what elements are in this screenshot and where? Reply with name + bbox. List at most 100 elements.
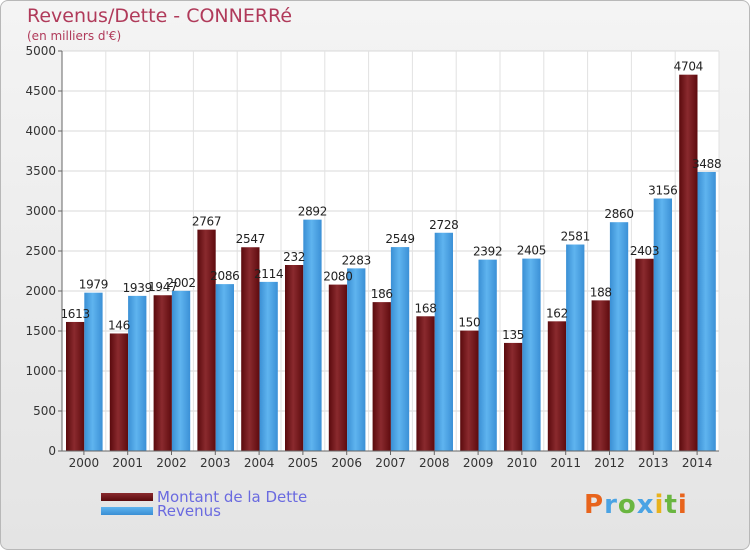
data-label-revenue: 1979	[79, 278, 108, 292]
x-tick-label: 2014	[682, 456, 713, 470]
legend-label-debt: Montant de la Dette	[157, 488, 308, 506]
data-label-debt: 186	[371, 287, 393, 301]
logo-letter: P	[584, 490, 605, 520]
data-label-debt: 2547	[236, 232, 265, 246]
x-tick-label: 2010	[507, 456, 538, 470]
x-tick-label: 2013	[638, 456, 669, 470]
data-label-revenue: 2114	[254, 267, 283, 281]
y-tick-label: 1500	[25, 324, 56, 338]
bar-debt	[285, 265, 304, 451]
data-label-debt: 2080	[323, 270, 352, 284]
legend-label-revenue: Revenus	[157, 502, 221, 520]
bar-debt	[460, 330, 479, 451]
data-label-revenue: 2581	[561, 230, 590, 244]
data-label-revenue: 2283	[342, 253, 371, 267]
y-tick-label: 4500	[25, 84, 56, 98]
data-label-debt: 1947	[148, 280, 177, 294]
bar-debt	[66, 321, 85, 451]
x-tick-label: 2000	[69, 456, 100, 470]
bar-revenue	[566, 244, 585, 451]
logo-letter: x	[636, 490, 655, 520]
bar-revenue	[259, 281, 278, 451]
bar-revenue	[697, 171, 716, 451]
x-tick-label: 2012	[594, 456, 625, 470]
bar-revenue	[653, 198, 672, 451]
x-tick-label: 2006	[331, 456, 362, 470]
data-label-debt: 2767	[192, 215, 221, 229]
data-label-revenue: 3488	[692, 157, 721, 171]
bar-revenue	[609, 222, 629, 451]
data-label-revenue: 1939	[123, 281, 152, 295]
x-tick-label: 2007	[375, 456, 406, 470]
bar-debt	[153, 295, 172, 451]
bar-revenue	[128, 295, 147, 451]
y-tick-label: 2000	[25, 284, 56, 298]
data-label-debt: 188	[590, 285, 612, 299]
legend-swatch-debt	[101, 493, 153, 501]
data-label-revenue: 2405	[517, 244, 546, 258]
data-label-revenue: 2086	[210, 269, 239, 283]
bar-revenue	[215, 284, 234, 451]
data-label-revenue: 2728	[429, 218, 458, 232]
bar-debt	[416, 316, 435, 451]
data-label-debt: 146	[108, 318, 130, 332]
data-label-debt: 150	[458, 316, 480, 330]
data-label-debt: 1613	[60, 307, 89, 321]
data-label-debt: 4704	[674, 60, 703, 74]
bar-revenue	[390, 247, 410, 451]
data-label-debt: 135	[502, 328, 524, 342]
bar-debt	[591, 300, 610, 451]
bar-revenue	[171, 290, 191, 451]
legend-swatch-revenue	[101, 507, 153, 515]
bar-debt	[328, 284, 348, 451]
data-label-revenue: 2002	[166, 276, 195, 290]
chart-title: Revenus/Dette - CONNERRé	[27, 5, 293, 27]
x-tick-label: 2011	[550, 456, 581, 470]
bar-debt	[109, 333, 129, 451]
bar-revenue	[303, 219, 322, 451]
x-tick-label: 2005	[288, 456, 319, 470]
logo-letter: t	[664, 490, 678, 520]
data-label-revenue: 3156	[648, 184, 677, 198]
data-label-revenue: 2549	[385, 232, 414, 246]
y-tick-label: 3500	[25, 164, 56, 178]
data-label-revenue: 2892	[298, 205, 327, 219]
bar-revenue	[434, 232, 453, 451]
bar-debt	[504, 342, 523, 451]
legend-item-debt: Montant de la Dette	[101, 488, 307, 506]
y-tick-label: 4000	[25, 124, 56, 138]
data-label-revenue: 2392	[473, 245, 502, 259]
logo-letter: i	[654, 490, 665, 520]
chart-subtitle: (en milliers d'€)	[27, 29, 122, 43]
y-tick-label: 2500	[25, 244, 56, 258]
x-tick-label: 2003	[200, 456, 231, 470]
data-label-revenue: 2860	[604, 207, 633, 221]
data-label-debt: 162	[546, 306, 568, 320]
y-tick-label: 5000	[25, 44, 56, 58]
y-tick-label: 1000	[25, 364, 56, 378]
bar-revenue	[478, 259, 497, 451]
logo-letter: r	[604, 490, 618, 520]
legend-item-revenue: Revenus	[101, 502, 221, 520]
bar-debt	[241, 247, 260, 451]
data-label-debt: 2403	[630, 244, 659, 258]
x-tick-label: 2008	[419, 456, 450, 470]
x-tick-label: 2009	[463, 456, 494, 470]
bar-revenue	[347, 268, 366, 451]
bar-revenue	[522, 258, 541, 451]
y-tick-label: 500	[33, 404, 56, 418]
logo-letter: o	[617, 490, 637, 520]
bar-debt	[372, 302, 391, 451]
x-tick-label: 2004	[244, 456, 275, 470]
y-tick-label: 0	[48, 444, 56, 458]
data-label-debt: 168	[415, 301, 437, 315]
x-tick-label: 2001	[112, 456, 143, 470]
x-tick-label: 2002	[156, 456, 187, 470]
bar-debt	[547, 321, 567, 451]
y-tick-label: 3000	[25, 204, 56, 218]
bar-debt	[197, 229, 216, 451]
bar-revenue	[84, 292, 103, 451]
proxiti-logo: Proxiti	[584, 490, 688, 520]
